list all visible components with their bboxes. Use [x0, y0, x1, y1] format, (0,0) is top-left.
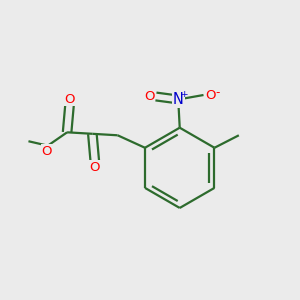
Text: O: O [42, 145, 52, 158]
Text: O: O [64, 92, 75, 106]
Text: +: + [180, 90, 187, 99]
Text: O: O [89, 160, 100, 174]
Text: O: O [205, 88, 215, 101]
Text: -: - [216, 86, 220, 99]
Text: O: O [144, 90, 155, 103]
Text: N: N [173, 92, 184, 107]
